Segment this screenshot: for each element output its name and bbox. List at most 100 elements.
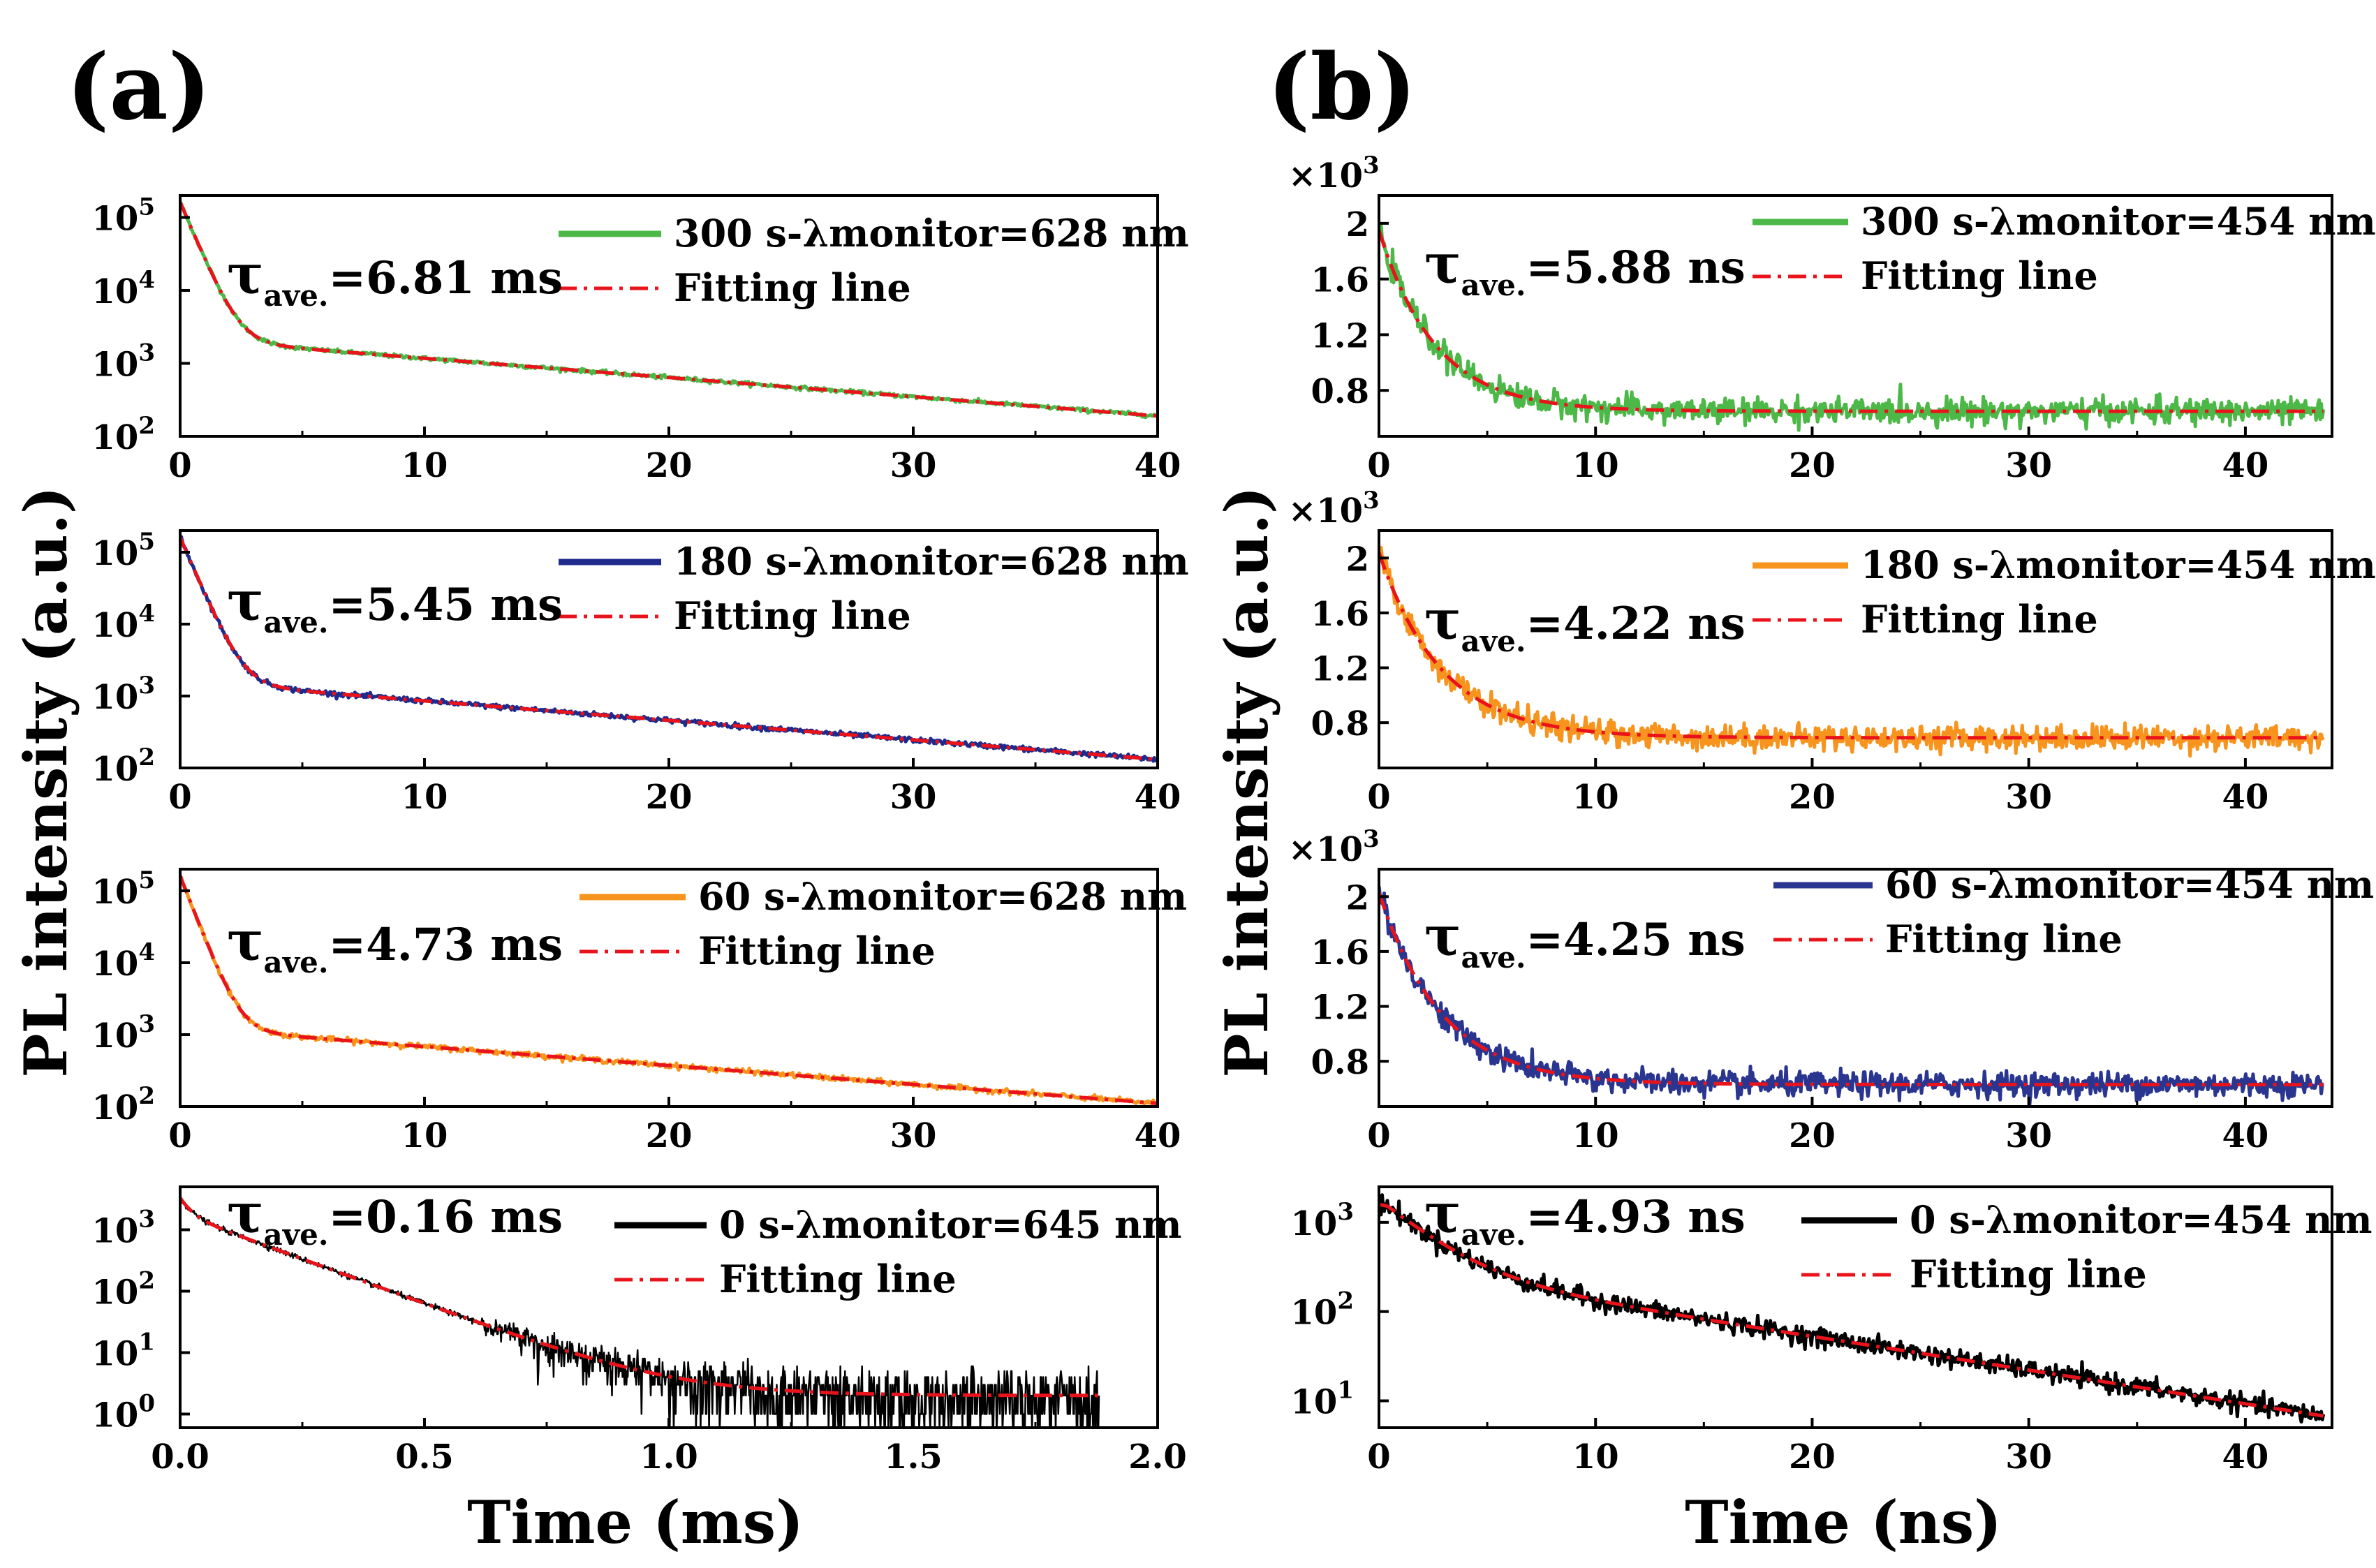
tau-annotation: τave.=0.16 ms xyxy=(227,1182,563,1252)
x-tick-label: 20 xyxy=(646,446,693,485)
x-tick-label: 20 xyxy=(1789,778,1836,817)
x-tick-label: 40 xyxy=(2222,446,2269,485)
y-tick-label: 105 xyxy=(92,193,155,238)
legend-label: Fitting line xyxy=(698,929,936,973)
x-tick-label: 2.0 xyxy=(1128,1437,1187,1477)
subplot-a2: 0 10 20 30 40 102 103 104 105 180 s-λmonitor=628 … xyxy=(92,528,1189,817)
legend-label: 180 s-λmonitor=454 nm xyxy=(1861,542,2376,587)
subplot-b3: 0 10 20 30 40 0.8 1.2 1.6 2 ×103 60 s-λmonitor=454… xyxy=(1288,825,2374,1155)
x-axis-label-a: Time (ms) xyxy=(467,1488,804,1557)
y-tick-label: 103 xyxy=(92,339,155,384)
x-tick-label: 30 xyxy=(890,1116,937,1155)
legend-label: Fitting line xyxy=(1861,597,2098,642)
series-group-a4 xyxy=(180,1197,1100,1428)
series-fit-b1 xyxy=(1379,230,2324,413)
x-tick-label: 0 xyxy=(1367,1116,1390,1155)
x-tick-label: 40 xyxy=(2222,1116,2269,1155)
series-data-b2 xyxy=(1379,546,2325,758)
panel-label-b: (b) xyxy=(1267,34,1417,140)
x-tick-label: 0 xyxy=(1367,778,1390,817)
y-tick-label: 104 xyxy=(92,600,155,645)
y-tick-label: 1.2 xyxy=(1311,650,1369,689)
y-tick-label: 1.6 xyxy=(1311,261,1369,300)
y-tick-label: 0.8 xyxy=(1311,704,1369,744)
y-tick-label: 102 xyxy=(92,1082,155,1127)
x-tick-label: 40 xyxy=(2222,778,2269,817)
y-tick-label: 102 xyxy=(92,1266,155,1312)
x-tick-label: 0 xyxy=(168,1116,191,1155)
y-tick-label: 102 xyxy=(92,744,155,789)
legend-label: 300 s-λmonitor=628 nm xyxy=(674,211,1189,256)
y-tick-label: 103 xyxy=(92,1206,155,1251)
x-tick-label: 10 xyxy=(401,778,448,817)
x-axis-label-b: Time (ns) xyxy=(1685,1488,2002,1557)
x-tick-label: 30 xyxy=(890,778,937,817)
legend-label: Fitting line xyxy=(1885,917,2123,961)
subplot-a4: 0.0 0.5 1.0 1.5 2.0 100 101 102 103 0 s-λmonitor=… xyxy=(92,1182,1187,1477)
legend-label: Fitting line xyxy=(1861,253,2098,298)
legend-label: 0 s-λmonitor=645 nm xyxy=(719,1202,1182,1247)
x-tick-label: 0 xyxy=(168,446,191,485)
subplot-a1: 0 10 20 30 40 102 103 104 105 300 s-λmonitor=628 … xyxy=(92,193,1189,485)
x-tick-label: 40 xyxy=(2222,1437,2269,1477)
y-tick-label: 102 xyxy=(92,412,155,457)
y-tick-label: 105 xyxy=(92,528,155,573)
y-tick-label: 2 xyxy=(1346,205,1369,244)
x-tick-label: 30 xyxy=(2005,1116,2052,1155)
tau-annotation: τave.=4.73 ms xyxy=(227,910,563,979)
legend-label: 0 s-λmonitor=454 nm xyxy=(1910,1197,2373,1242)
subplot-b1: 0 10 20 30 40 0.8 1.2 1.6 2 ×103 300 s-λmonitor=45… xyxy=(1288,151,2376,485)
tau-annotation: τave.=4.22 ns xyxy=(1424,589,1746,658)
x-tick-label: 1.5 xyxy=(884,1437,943,1477)
subplot-b2: 0 10 20 30 40 0.8 1.2 1.6 2 ×103 180 s-λmonitor=45… xyxy=(1288,487,2376,817)
tau-annotation: τave.=6.81 ms xyxy=(227,243,563,313)
y-tick-label: 103 xyxy=(92,1010,155,1056)
y-tick-label: 104 xyxy=(92,266,155,311)
y-tick-label: 102 xyxy=(1291,1287,1354,1333)
series-group-a3 xyxy=(180,875,1158,1106)
series-group-a2 xyxy=(180,535,1158,763)
subplot-a3: 0 10 20 30 40 102 103 104 105 60 s-λmonitor=628 n… xyxy=(92,866,1188,1155)
y-tick-label: 0.8 xyxy=(1311,1043,1369,1082)
legend-label: 300 s-λmonitor=454 nm xyxy=(1861,199,2376,244)
panel-label-a: (a) xyxy=(66,34,211,140)
y-tick-label: 103 xyxy=(92,672,155,717)
x-tick-label: 20 xyxy=(1789,1437,1836,1477)
series-fit-a3 xyxy=(180,875,1158,1105)
x-tick-label: 1.0 xyxy=(640,1437,698,1477)
y-axis-label-b: PL intensity (a.u.) xyxy=(1212,486,1281,1077)
x-tick-label: 0 xyxy=(168,778,191,817)
x-tick-label: 40 xyxy=(1135,446,1181,485)
series-group-b1 xyxy=(1379,223,2326,432)
x-tick-label: 40 xyxy=(1135,1116,1181,1155)
y-axis-multiplier: ×103 xyxy=(1288,487,1380,531)
y-tick-label: 1.2 xyxy=(1311,989,1369,1028)
legend-label: 60 s-λmonitor=454 nm xyxy=(1885,862,2374,907)
x-tick-label: 10 xyxy=(1572,778,1619,817)
x-tick-label: 0.0 xyxy=(151,1437,209,1477)
x-tick-label: 0 xyxy=(1367,1437,1390,1477)
y-tick-label: 103 xyxy=(1291,1198,1354,1243)
tau-annotation: τave.=4.25 ns xyxy=(1424,905,1746,975)
y-tick-label: 1.2 xyxy=(1311,316,1369,355)
y-tick-label: 101 xyxy=(1291,1377,1354,1422)
x-tick-label: 0 xyxy=(1367,446,1390,485)
y-tick-label: 1.6 xyxy=(1311,595,1369,634)
legend-label: 180 s-λmonitor=628 nm xyxy=(674,539,1189,584)
legend-label: Fitting line xyxy=(674,265,911,310)
y-axis-multiplier: ×103 xyxy=(1288,825,1380,869)
series-group-a1 xyxy=(180,201,1158,420)
x-tick-label: 10 xyxy=(1572,1437,1619,1477)
y-tick-label: 2 xyxy=(1346,540,1369,579)
legend-label: 60 s-λmonitor=628 nm xyxy=(698,874,1187,919)
y-tick-label: 104 xyxy=(92,938,155,984)
y-tick-label: 100 xyxy=(92,1389,155,1435)
legend-label: Fitting line xyxy=(719,1257,957,1301)
legend-label: Fitting line xyxy=(674,593,911,638)
y-axis-label-a: PL intensity (a.u.) xyxy=(11,486,80,1077)
x-tick-label: 40 xyxy=(1135,778,1181,817)
series-data-a4 xyxy=(180,1197,1100,1428)
series-group-b4 xyxy=(1379,1193,2326,1424)
x-tick-label: 30 xyxy=(2005,1437,2052,1477)
